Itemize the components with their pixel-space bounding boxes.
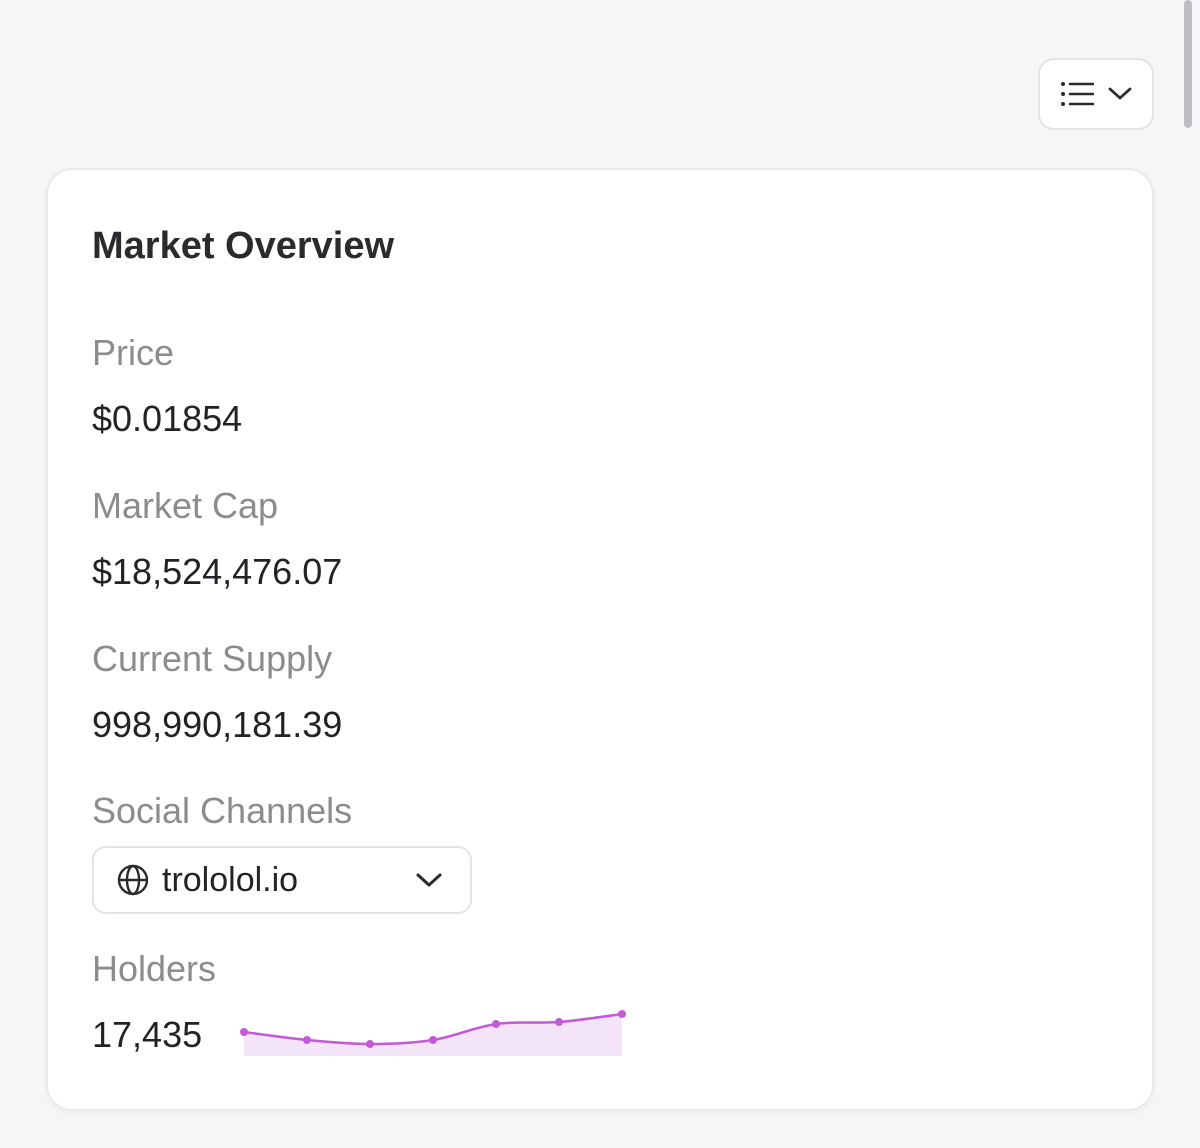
view-toggle-button[interactable]	[1038, 58, 1154, 130]
globe-icon	[116, 863, 150, 897]
sparkline-point	[555, 1018, 563, 1026]
sparkline-point	[618, 1010, 626, 1018]
price-value: $0.01854	[92, 398, 243, 439]
list-icon	[1060, 81, 1094, 107]
holders-row: 17,435	[92, 1008, 652, 1068]
chevron-down-icon	[1108, 86, 1132, 102]
sparkline-point	[492, 1020, 500, 1028]
sparkline-point	[240, 1028, 248, 1036]
current-supply-value: 998,990,181.39	[92, 704, 343, 745]
holders-value: 17,435	[92, 1014, 203, 1055]
social-channels-label: Social Channels	[92, 790, 353, 831]
holders-label: Holders	[92, 948, 217, 989]
sparkline-point	[303, 1036, 311, 1044]
holders-sparkline	[240, 1010, 626, 1056]
sparkline-point	[366, 1040, 374, 1048]
card-title: Market Overview	[92, 225, 395, 267]
sparkline-area	[244, 1014, 622, 1056]
market-cap-value: $18,524,476.07	[92, 551, 343, 592]
chevron-down-icon	[414, 865, 444, 895]
current-supply-label: Current Supply	[92, 638, 333, 679]
scrollbar-thumb[interactable]	[1184, 0, 1192, 128]
sparkline-point	[429, 1036, 437, 1044]
market-overview-card: Market Overview Price $0.01854 Market Ca…	[46, 168, 1154, 1111]
price-label: Price	[92, 332, 175, 373]
social-channels-selected: trololol.io	[162, 861, 299, 899]
social-channels-select[interactable]: trololol.io	[92, 846, 472, 914]
market-cap-label: Market Cap	[92, 485, 279, 526]
